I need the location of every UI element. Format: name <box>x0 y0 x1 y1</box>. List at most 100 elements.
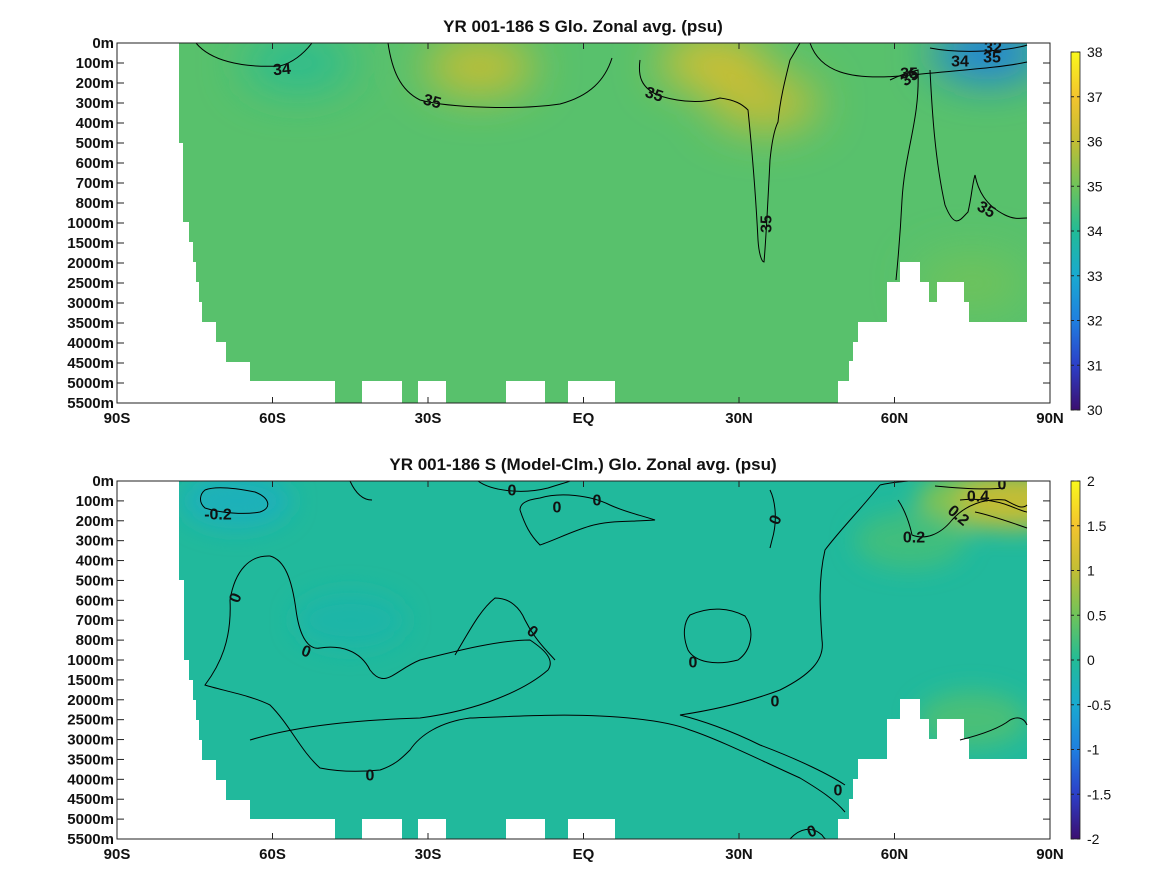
y-tick-label: 600m <box>76 155 114 172</box>
contour-label: -0.2 <box>204 507 232 524</box>
y-tick-label: 4000m <box>67 335 114 352</box>
y-tick-label: 0m <box>92 35 114 52</box>
y-tick-label: 1000m <box>67 652 114 669</box>
x-tick-label: EQ <box>573 410 595 427</box>
contour-label: 34 <box>272 61 291 79</box>
colorbar-tick-label: 36 <box>1087 134 1103 150</box>
panel-title: YR 001-186 S (Model-Clm.) Glo. Zonal avg… <box>389 455 776 474</box>
contour-label: 35 <box>421 91 443 112</box>
contour-label: 0.2 <box>903 530 925 547</box>
colorbar-tick-label: 33 <box>1087 268 1103 284</box>
salinity-feature <box>855 512 966 569</box>
y-tick-label: 400m <box>76 115 114 132</box>
y-tick-label: 300m <box>76 533 114 550</box>
y-tick-label: 0m <box>92 473 114 490</box>
y-tick-label: 700m <box>76 612 114 629</box>
colorbar-tick-label: 1.5 <box>1087 518 1107 534</box>
contour-label: 0 <box>771 694 780 711</box>
x-tick-label: 60N <box>881 410 909 427</box>
x-tick-label: EQ <box>573 846 595 863</box>
colorbar-tick-label: 31 <box>1087 357 1103 373</box>
y-tick-label: 100m <box>76 55 114 72</box>
contour-label: 35 <box>974 198 998 222</box>
land-mask <box>117 43 1050 403</box>
contour-label: 34 <box>951 54 969 71</box>
y-tick-label: 5500m <box>67 831 114 848</box>
x-tick-label: 30N <box>725 846 753 863</box>
x-tick-label: 30N <box>725 410 753 427</box>
colorbar-tick-label: -2 <box>1087 831 1100 847</box>
contour-label: 0 <box>508 483 517 500</box>
x-tick-label: 90S <box>104 846 131 863</box>
colorbar-tick-label: 2 <box>1087 473 1095 489</box>
y-tick-label: 4500m <box>67 355 114 372</box>
y-tick-label: 600m <box>76 592 114 609</box>
x-tick-label: 90N <box>1036 846 1064 863</box>
contour-label: 35 <box>900 66 918 83</box>
colorbar-tick-label: -0.5 <box>1087 697 1111 713</box>
colorbar: 2 1.5 1 0.5 0 -0.5 -1 -1.5 -2 <box>1070 473 1111 847</box>
y-tick-label: 1000m <box>67 215 114 232</box>
colorbar: 30 31 32 33 34 35 36 37 38 <box>1070 44 1103 418</box>
y-tick-label: 3000m <box>67 295 114 312</box>
contour-label: 32 <box>984 40 1002 57</box>
y-tick-label: 4000m <box>67 771 114 788</box>
y-tick-label: 800m <box>76 632 114 649</box>
contour-label: 0 <box>553 500 562 517</box>
y-tick-label: 200m <box>76 513 114 530</box>
contour-label: 0 <box>593 493 602 510</box>
contour-label: 0 <box>834 783 843 800</box>
land-mask <box>117 481 1050 839</box>
contour-label: 35 <box>643 84 665 106</box>
colorbar-tick-label: 30 <box>1087 402 1103 418</box>
colorbar-tick-label: 35 <box>1087 178 1103 194</box>
y-tick-label: 1500m <box>67 235 114 252</box>
y-tick-label: 1500m <box>67 672 114 689</box>
y-tick-label: 2000m <box>67 692 114 709</box>
y-tick-label: 5500m <box>67 395 114 412</box>
y-tick-label: 200m <box>76 75 114 92</box>
colorbar-tick-label: 1 <box>1087 563 1095 579</box>
y-tick-label: 400m <box>76 553 114 570</box>
contours <box>195 43 1028 281</box>
contour-label: 0.4 <box>967 489 989 506</box>
y-tick-label: 500m <box>76 572 114 589</box>
salinity-feature <box>932 43 1043 81</box>
x-tick-label: 30S <box>415 410 442 427</box>
anomaly-panel: YR 001-186 S (Model-Clm.) Glo. Zonal avg… <box>67 455 1111 863</box>
colorbar-tick-label: 0.5 <box>1087 607 1107 623</box>
salinity-feature <box>424 43 535 95</box>
contour-label: 0 <box>689 655 698 672</box>
contour-label: 0 <box>366 768 375 785</box>
x-tick-label: 60S <box>259 846 286 863</box>
y-tick-label: 2500m <box>67 712 114 729</box>
x-tick-label: 90S <box>104 410 131 427</box>
contour-label: 0 <box>998 477 1007 494</box>
colorbar-tick-label: 32 <box>1087 313 1103 329</box>
x-tick-label: 60N <box>881 846 909 863</box>
colorbar-tick-label: 34 <box>1087 223 1103 239</box>
y-tick-label: 3500m <box>67 751 114 768</box>
y-tick-label: 5000m <box>67 375 114 392</box>
x-tick-label: 90N <box>1036 410 1064 427</box>
y-tick-label: 3000m <box>67 732 114 749</box>
salinity-feature <box>181 481 292 529</box>
colorbar-tick-label: 0 <box>1087 652 1095 668</box>
colorbar-tick-label: 37 <box>1087 89 1103 105</box>
contours <box>200 481 1028 839</box>
contour-label: 35 <box>759 215 776 233</box>
contour-label: 35 <box>983 50 1001 67</box>
y-tick-label: 500m <box>76 135 114 152</box>
y-tick-label: 5000m <box>67 811 114 828</box>
colorbar-tick-label: -1.5 <box>1087 786 1111 802</box>
y-tick-label: 700m <box>76 175 114 192</box>
colorbar-tick-label: -1 <box>1087 742 1100 758</box>
salinity-feature <box>243 43 354 91</box>
y-tick-label: 100m <box>76 493 114 510</box>
y-tick-label: 4500m <box>67 791 114 808</box>
x-tick-label: 30S <box>415 846 442 863</box>
